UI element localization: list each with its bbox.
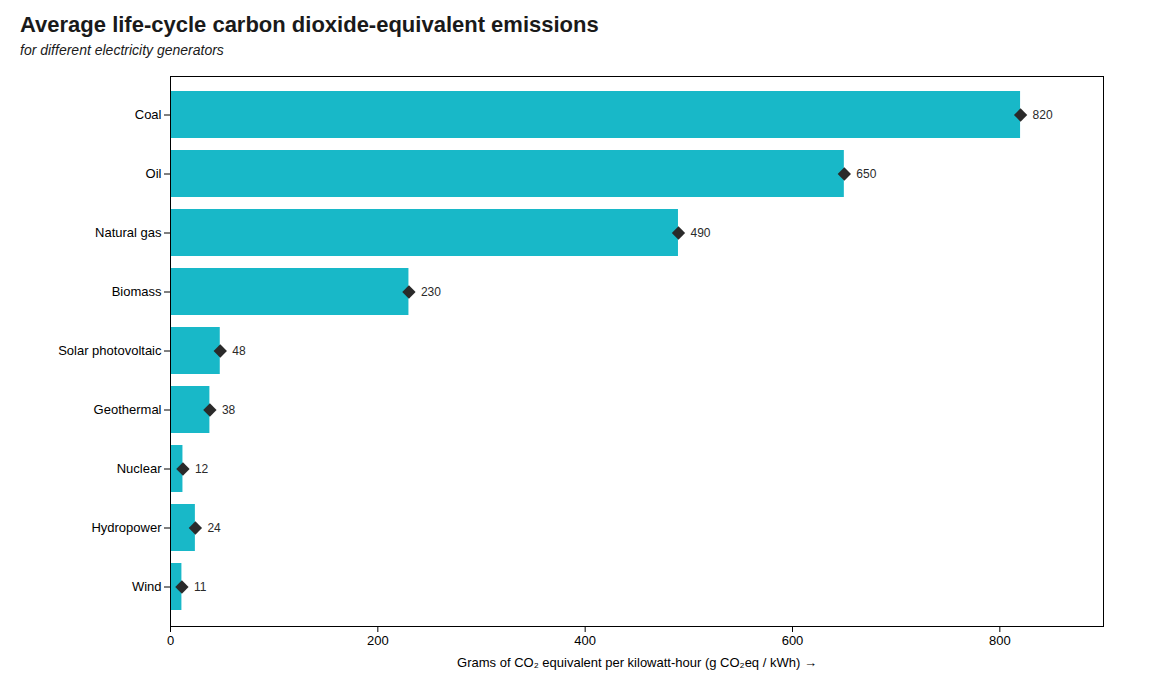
svg-text:48: 48 [232, 344, 246, 358]
svg-text:38: 38 [222, 403, 236, 417]
svg-text:Coal: Coal [135, 107, 162, 122]
svg-text:12: 12 [195, 462, 209, 476]
svg-text:Oil: Oil [146, 166, 162, 181]
svg-text:600: 600 [782, 633, 804, 648]
svg-text:Nuclear: Nuclear [117, 461, 162, 476]
svg-text:490: 490 [690, 226, 710, 240]
svg-text:11: 11 [194, 580, 207, 594]
svg-text:200: 200 [367, 633, 389, 648]
html-text:Average life-cycle carbon diox: Average life-cycle carbon dioxide-equiva… [20, 12, 599, 37]
svg-text:Wind: Wind [132, 579, 162, 594]
svg-text:Natural gas: Natural gas [95, 225, 162, 240]
html-text:for different electricity gene: for different electricity generators [20, 42, 224, 58]
svg-text:400: 400 [574, 633, 596, 648]
svg-text:Biomass: Biomass [112, 284, 162, 299]
svg-text:820: 820 [1033, 108, 1053, 122]
svg-text:Solar photovoltaic: Solar photovoltaic [58, 343, 162, 358]
svg-text:650: 650 [856, 167, 876, 181]
svg-text:Geothermal: Geothermal [94, 402, 162, 417]
svg-text:800: 800 [989, 633, 1011, 648]
svg-text:0: 0 [167, 633, 174, 648]
svg-text:24: 24 [207, 521, 221, 535]
svg-text:Hydropower: Hydropower [91, 520, 162, 535]
svg-text:230: 230 [421, 285, 441, 299]
svg-text:Grams of CO₂ equivalent per ki: Grams of CO₂ equivalent per kilowatt-hou… [457, 655, 817, 670]
